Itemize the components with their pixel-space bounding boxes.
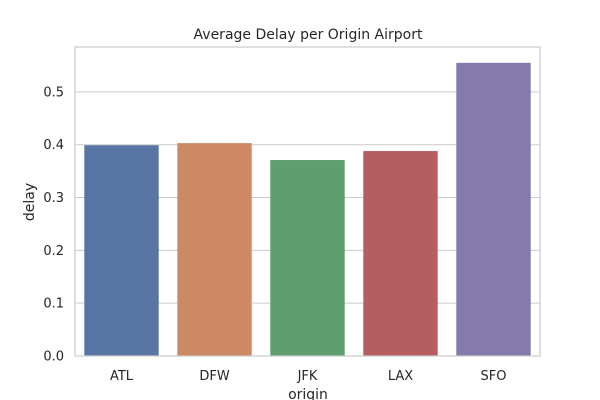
- y-axis-label: delay: [22, 183, 38, 221]
- x-tick-label-atl: ATL: [110, 369, 134, 384]
- bar-atl: [84, 145, 159, 356]
- bar-jfk: [270, 160, 345, 356]
- x-tick-label-jfk: JFK: [297, 369, 318, 384]
- x-tick-label-sfo: SFO: [481, 369, 507, 384]
- y-tick-label: 0.2: [43, 244, 64, 259]
- x-axis-ticks: ATL DFW JFK LAX SFO: [110, 369, 507, 384]
- y-tick-label: 0.1: [43, 297, 64, 312]
- y-tick-label: 0.0: [43, 350, 64, 365]
- bar-dfw: [177, 143, 252, 356]
- x-axis-label: origin: [288, 387, 328, 400]
- bars: [84, 62, 531, 356]
- y-axis-ticks: 0.0 0.1 0.2 0.3 0.4 0.5: [43, 85, 64, 364]
- bar-lax: [363, 151, 438, 356]
- y-tick-label: 0.3: [43, 191, 64, 206]
- y-tick-label: 0.5: [43, 85, 64, 100]
- chart-title: Average Delay per Origin Airport: [194, 27, 423, 43]
- x-tick-label-lax: LAX: [388, 369, 413, 384]
- plot-frame: [74, 46, 541, 357]
- y-tick-label: 0.4: [43, 138, 64, 153]
- x-tick-label-dfw: DFW: [199, 369, 229, 384]
- bar-sfo: [456, 62, 531, 356]
